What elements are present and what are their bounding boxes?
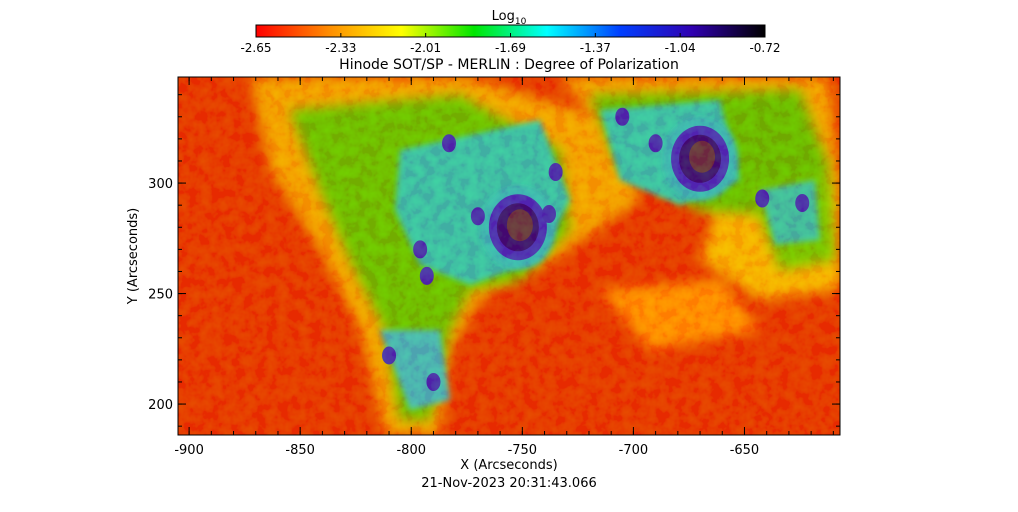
colorbar-tick-label: -1.69 bbox=[495, 41, 526, 55]
colorbar-title: Log10 bbox=[492, 9, 527, 27]
y-tick-label: 250 bbox=[148, 288, 173, 303]
x-axis-label: X (Arcseconds) bbox=[460, 458, 557, 473]
x-axis-ticks: -900 -850 -800 -750 -700 -650 bbox=[174, 77, 834, 458]
y-tick-label: 300 bbox=[148, 177, 173, 192]
x-tick-label: -850 bbox=[285, 443, 315, 458]
colorbar-tick-label: -1.04 bbox=[665, 41, 696, 55]
x-tick-label: -700 bbox=[619, 443, 649, 458]
chart-title: Hinode SOT/SP - MERLIN : Degree of Polar… bbox=[339, 57, 679, 73]
x-tick-label: -750 bbox=[508, 443, 538, 458]
colorbar-tick-label: -0.72 bbox=[749, 41, 780, 55]
granulation-overlay bbox=[178, 77, 840, 435]
colorbar-tick-label: -2.33 bbox=[325, 41, 356, 55]
colorbar-ticks: -2.65 -2.33 -2.01 -1.69 -1.37 -1.04 -0.72 bbox=[240, 33, 781, 55]
plot-frame bbox=[177, 76, 841, 436]
x-tick-label: -800 bbox=[396, 443, 426, 458]
colorbar-tick-label: -1.37 bbox=[580, 41, 611, 55]
x-tick-label: -650 bbox=[730, 443, 760, 458]
colorbar-tick-label: -2.65 bbox=[240, 41, 271, 55]
y-axis-ticks: 200 250 300 bbox=[148, 94, 840, 427]
colorbar-tick-label: -2.01 bbox=[410, 41, 441, 55]
y-axis-label: Y (Arcseconds) bbox=[126, 208, 141, 305]
x-tick-label: -900 bbox=[174, 443, 204, 458]
timestamp: 21-Nov-2023 20:31:43.066 bbox=[421, 476, 597, 491]
y-tick-label: 200 bbox=[148, 398, 173, 413]
